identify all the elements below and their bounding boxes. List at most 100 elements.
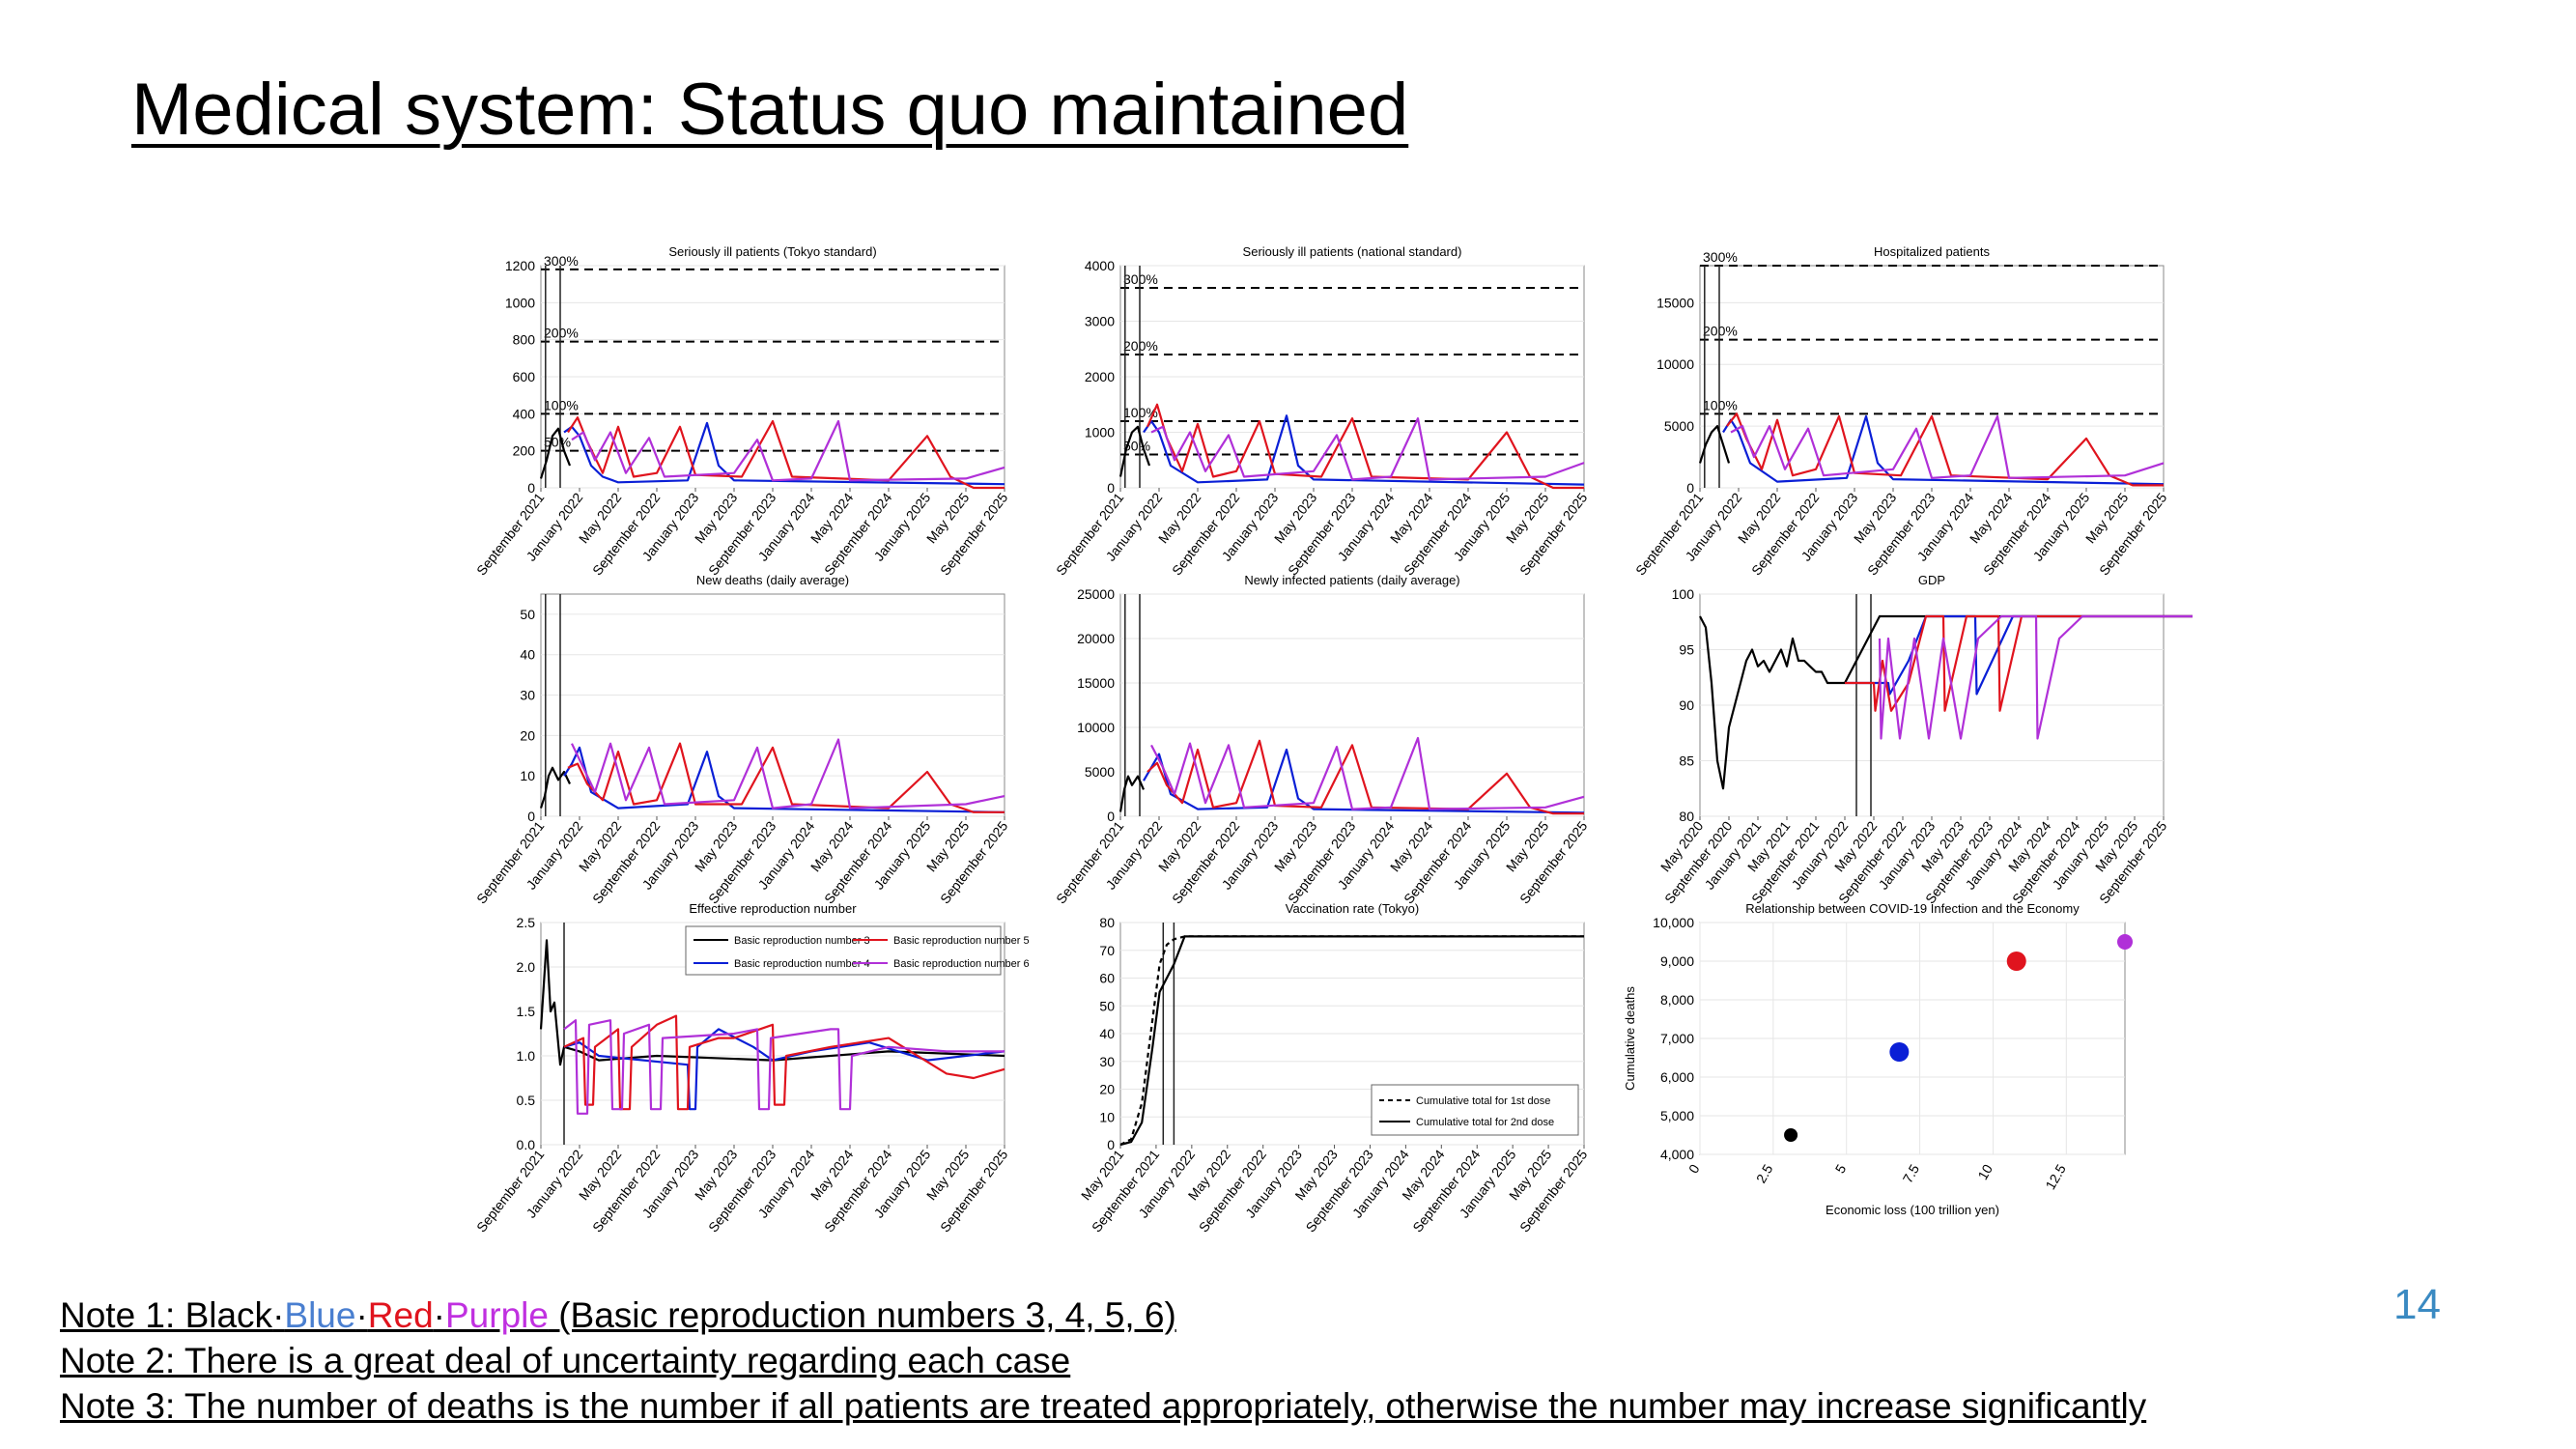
note-separator: · xyxy=(272,1295,285,1335)
series-line-red xyxy=(567,742,1005,813)
x-tick-label: September 2023 xyxy=(705,1147,778,1236)
series-line-black xyxy=(1698,425,1731,464)
chart-newly-infected: Newly infected patients (daily average) 0… xyxy=(1053,565,1594,906)
series-line-purple xyxy=(1878,614,2193,740)
chart-hospitalized: Hospitalized patients 0 5000 10000 15000 Sept… xyxy=(1632,237,2173,578)
y-tick-label: 10 xyxy=(1099,1109,1115,1124)
legend-label: Cumulative total for 1st dose xyxy=(1416,1095,1550,1107)
threshold-label: 300% xyxy=(544,253,579,269)
y-tick-label: 0 xyxy=(1686,480,1694,496)
y-tick-label: 80 xyxy=(1099,915,1115,930)
series-line-purple xyxy=(1150,417,1585,481)
chart-gdp: GDP 80 85 90 95 100 May 2020 September 2020 Janu… xyxy=(1632,565,2193,906)
y-tick-label: 7,000 xyxy=(1660,1031,1694,1046)
y-tick-label: 80 xyxy=(1679,809,1694,824)
legend-box xyxy=(685,925,1002,976)
x-tick-label: September 2021 xyxy=(473,1147,547,1236)
y-tick-label: 95 xyxy=(1679,642,1694,658)
plot-frame xyxy=(1699,265,2165,489)
series-line-red xyxy=(1726,412,2164,487)
y-tick-label: 0 xyxy=(1107,809,1115,824)
series-line-black xyxy=(1118,775,1146,812)
y-tick-label: 30 xyxy=(520,688,535,703)
y-tick-label: 15000 xyxy=(1077,675,1115,691)
series-line-blue xyxy=(563,421,1005,486)
y-tick-label: 20000 xyxy=(1077,631,1115,646)
note-1-red: Red xyxy=(367,1295,434,1335)
legend-box xyxy=(1371,1084,1579,1136)
note-1-blue: Blue xyxy=(284,1295,356,1335)
y-tick-label: 0.5 xyxy=(517,1093,536,1108)
y-tick-label: 3000 xyxy=(1085,314,1115,329)
chart-vaccination-rate: Vaccination rate (Tokyo) 0 10 20 30 40 50 60 70 8… xyxy=(1053,894,1594,1235)
y-tick-label: 10000 xyxy=(1077,720,1115,735)
series-line-purple xyxy=(563,1019,1005,1115)
y-tick-label: 4000 xyxy=(1085,258,1115,273)
series-line-red xyxy=(563,1014,1005,1111)
chart-infection-economy-svg: Relationship between COVID-19 Infection … xyxy=(1623,901,2133,1217)
y-tick-label: 25000 xyxy=(1077,586,1115,602)
chart-seriously-ill-tokyo-svg: Seriously ill patients (Tokyo standard) 0… xyxy=(473,244,1010,578)
y-tick-label: 6,000 xyxy=(1660,1069,1694,1085)
x-tick-label: 5 xyxy=(1832,1161,1850,1176)
y-tick-label: 2000 xyxy=(1085,369,1115,384)
chart-new-deaths: New deaths (daily average) 0 10 20 30 40 50 Sep… xyxy=(473,565,1014,906)
note-1-suffix: (Basic reproduction numbers 3, 4, 5, 6) xyxy=(548,1295,1176,1335)
scatter-point xyxy=(1784,1128,1798,1142)
chart-title: Newly infected patients (daily average) xyxy=(1244,573,1459,587)
chart-title: Relationship between COVID-19 Infection … xyxy=(1745,901,2080,916)
note-separator: · xyxy=(355,1295,368,1335)
note-2: Note 2: There is a great deal of uncerta… xyxy=(60,1341,1071,1380)
y-tick-label: 10000 xyxy=(1656,356,1694,372)
series-line-blue xyxy=(563,1028,1005,1111)
series-line-black xyxy=(1699,614,2193,790)
slide-title: Medical system: Status quo maintained xyxy=(131,69,1409,151)
chart-title: Seriously ill patients (national standar… xyxy=(1243,244,1462,259)
note-1-purple: Purple xyxy=(445,1295,549,1335)
y-tick-label: 0 xyxy=(1107,1137,1115,1152)
note-separator: · xyxy=(433,1295,445,1335)
legend-label: Cumulative total for 2nd dose xyxy=(1416,1117,1554,1128)
y-tick-label: 1.5 xyxy=(517,1004,536,1019)
scatter-point xyxy=(2006,952,2026,971)
legend-label: Basic reproduction number 3 xyxy=(734,935,870,947)
y-tick-label: 0.0 xyxy=(517,1137,536,1152)
series-line-black xyxy=(1119,935,1584,1147)
series-line-red xyxy=(567,416,1005,490)
legend-label: Basic reproduction number 5 xyxy=(893,935,1030,947)
threshold-label: 100% xyxy=(1703,397,1738,412)
y-tick-label: 2.5 xyxy=(517,915,536,930)
chart-newly-infected-svg: Newly infected patients (daily average) 0… xyxy=(1053,573,1590,906)
series-line-black xyxy=(539,427,572,479)
chart-hospitalized-svg: Hospitalized patients050001000015000Sept… xyxy=(1632,244,2169,578)
scatter-point xyxy=(1889,1042,1910,1062)
chart-seriously-ill-national: Seriously ill patients (national standar… xyxy=(1053,237,1594,578)
y-tick-label: 20 xyxy=(520,727,535,743)
threshold-label: 100% xyxy=(1123,405,1158,420)
chart-title: GDP xyxy=(1918,573,1945,587)
legend-label: Basic reproduction number 4 xyxy=(734,958,870,970)
chart-title: Effective reproduction number xyxy=(689,901,857,916)
chart-reproduction-number-svg: Effective reproduction number 0.0 0.5 1.0 1.… xyxy=(473,901,1030,1235)
x-tick-label: 7.5 xyxy=(1900,1161,1923,1185)
x-tick-label: September 2022 xyxy=(589,1147,663,1236)
chart-title: Vaccination rate (Tokyo) xyxy=(1286,901,1420,916)
series-line-purple xyxy=(1730,414,2165,479)
y-tick-label: 50 xyxy=(1099,998,1115,1013)
y-tick-label: 400 xyxy=(513,406,536,421)
x-tick-label: 0 xyxy=(1685,1161,1703,1176)
y-tick-label: 0 xyxy=(527,480,535,496)
y-tick-label: 70 xyxy=(1099,943,1115,958)
y-tick-label: 100 xyxy=(1672,586,1695,602)
y-tick-label: 800 xyxy=(513,332,536,348)
y-tick-label: 1000 xyxy=(505,295,535,310)
scatter-point xyxy=(2117,934,2133,950)
y-tick-label: 5000 xyxy=(1664,418,1694,434)
y-tick-label: 1200 xyxy=(505,258,535,273)
chart-seriously-ill-national-svg: Seriously ill patients (national standar… xyxy=(1053,244,1590,578)
threshold-label: 200% xyxy=(1703,324,1738,339)
chart-vaccination-rate-svg: Vaccination rate (Tokyo) 0 10 20 30 40 50 60 70 8… xyxy=(1078,901,1591,1235)
y-tick-label: 15000 xyxy=(1656,295,1694,310)
x-tick-label: 2.5 xyxy=(1753,1161,1776,1185)
threshold-label: 50% xyxy=(544,435,571,450)
